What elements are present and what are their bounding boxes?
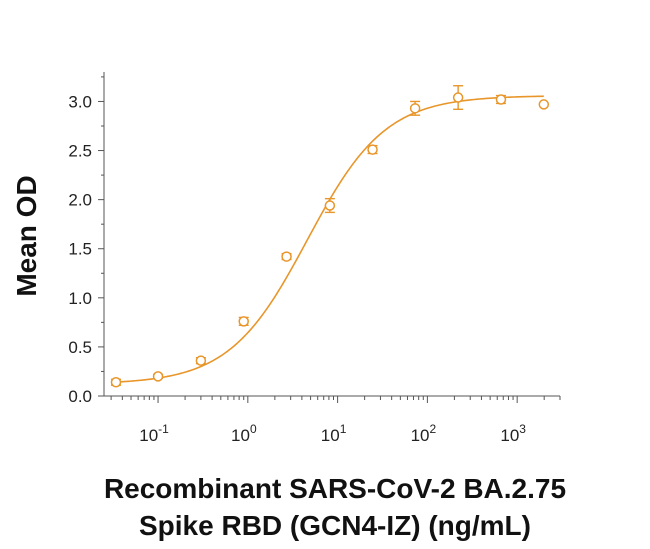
data-point [324,200,336,211]
x-axis-title-line1: Recombinant SARS-CoV-2 BA.2.75 [104,473,566,504]
x-tick-label: 100 [231,422,257,445]
x-axis: 10-1 100 101 102 103 [104,395,561,445]
fit-curve-layer [115,95,544,383]
y-tick-label: 2.5 [68,142,92,161]
data-point [152,371,164,382]
y-tick-label: 1.5 [68,240,92,259]
y-tick-label: 0.5 [68,338,92,357]
y-tick-label: 1.0 [68,289,92,308]
data-point [281,251,292,262]
y-tick-label: 3.0 [68,92,92,111]
y-tick-label: 2.0 [68,191,92,210]
data-points-layer [110,85,550,388]
y-axis: 0.0 0.5 1.0 1.5 2.0 2.5 3.0 [68,72,105,406]
data-point [238,316,249,327]
data-point [538,99,550,110]
y-tick-label: 0.0 [68,387,92,406]
x-axis-title-line2: Spike RBD (GCN4-IZ) (ng/mL) [139,510,531,541]
data-point [367,144,378,155]
x-tick-label: 102 [411,422,437,445]
x-tick-label: 101 [321,422,347,445]
fit-curve [115,95,544,383]
data-point [409,103,421,114]
data-point [110,377,122,388]
x-tick-label: 103 [500,422,526,445]
y-axis-title: Mean OD [11,175,42,296]
x-tick-label: 10-1 [139,422,169,445]
data-point [452,92,464,103]
data-point [195,355,207,366]
data-point [495,94,507,105]
